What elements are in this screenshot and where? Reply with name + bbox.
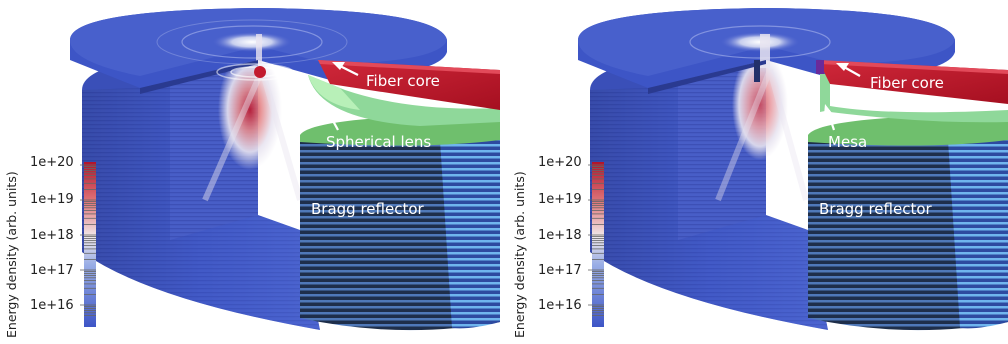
- arrow-fiber-core: [339, 65, 359, 76]
- colorbar-title: Energy density (arb. units): [4, 171, 19, 338]
- label-fiber-core: Fiber core: [366, 72, 440, 90]
- colorbar-tick-1e18: 1e+18: [30, 228, 74, 243]
- render-3d-right: [578, 8, 1008, 331]
- panel-spherical-lens: 1e+20 1e+19 1e+18 1e+17 1e+16 Energy den…: [0, 0, 500, 344]
- bragg-top: [808, 116, 1008, 146]
- colorbar-tick-1e17: 1e+17: [538, 263, 582, 278]
- colorbar-tick-1e19: 1e+19: [30, 192, 74, 207]
- mesa: [820, 74, 830, 112]
- spherical-lens: [308, 75, 500, 126]
- colorbar-tick-1e20: 1e+20: [538, 155, 582, 170]
- arrow-fiber-core: [843, 66, 861, 77]
- panel-mesa: 1e+20 1e+19 1e+18 1e+17 1e+16 Energy den…: [508, 0, 1008, 344]
- label-bragg-reflector: Bragg reflector: [311, 200, 424, 218]
- label-bragg-reflector: Bragg reflector: [819, 200, 932, 218]
- label-mesa: Mesa: [828, 133, 868, 151]
- arrow-mesa: [826, 111, 836, 131]
- label-spherical-lens: Spherical lens: [326, 133, 432, 151]
- colorbar-tick-1e20: 1e+20: [30, 155, 74, 170]
- arrow-lens: [325, 107, 339, 131]
- colorbar: [84, 162, 96, 327]
- fiber-core: [318, 60, 500, 110]
- label-fiber-core: Fiber core: [870, 74, 944, 92]
- colorbar-title: Energy density (arb. units): [512, 171, 527, 338]
- colorbar: [592, 162, 604, 327]
- colorbar-tick-1e16: 1e+16: [30, 298, 74, 313]
- colorbar-tick-1e19: 1e+19: [538, 192, 582, 207]
- colorbar-tick-1e17: 1e+17: [30, 263, 74, 278]
- colorbar-tick-1e18: 1e+18: [538, 228, 582, 243]
- colorbar-tick-1e16: 1e+16: [538, 298, 582, 313]
- render-3d-left: [70, 8, 500, 331]
